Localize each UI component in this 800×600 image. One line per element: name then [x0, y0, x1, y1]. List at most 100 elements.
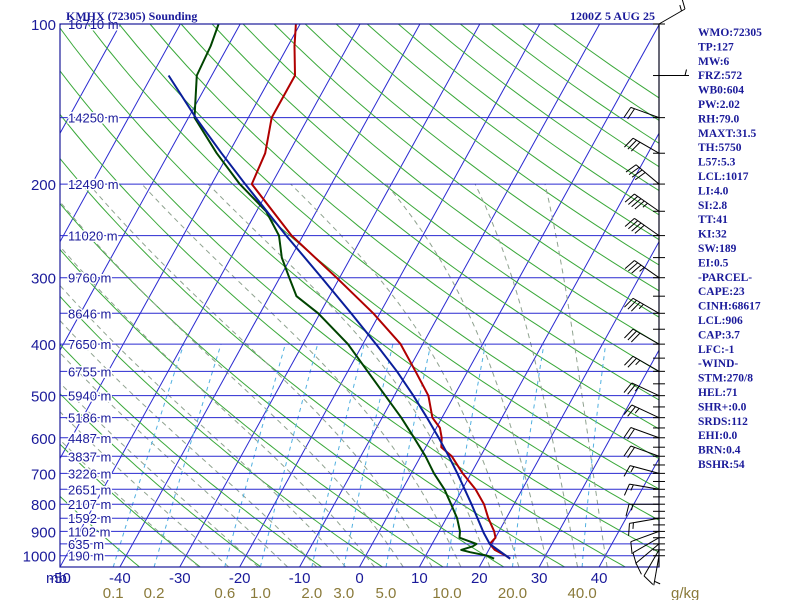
wind-barb: [623, 445, 660, 458]
height-label: 1102 m: [68, 524, 110, 539]
index-line: CINH:68617: [698, 301, 761, 313]
wind-barb-staff: [629, 517, 660, 524]
pressure-unit-label: mb: [46, 570, 67, 587]
index-line: MAXT:31.5: [698, 128, 756, 140]
index-line: SHR+:0.0: [698, 401, 747, 413]
wind-barbs: [623, 0, 689, 586]
wind-barb: [630, 530, 660, 555]
moist-adiabat: [60, 284, 347, 567]
moist-adiabat: [544, 183, 608, 567]
dry-adiabat: [60, 295, 383, 567]
wind-barb: [624, 355, 660, 372]
dry-adiabat: [242, 24, 659, 345]
dry-adiabat: [211, 24, 659, 373]
moist-adiabat: [141, 183, 462, 567]
mixing-ratio-tick-label: 0.1: [103, 585, 124, 600]
index-line: MW:6: [698, 56, 730, 68]
wind-barb: [624, 217, 660, 237]
index-line: -PARCEL-: [698, 272, 752, 284]
wind-barb-staff: [658, 8, 686, 25]
wind-barb: [623, 106, 660, 120]
wind-barb-feather: [643, 575, 654, 585]
wind-barb-feather: [624, 328, 634, 339]
pressure-tick-label: 300: [31, 271, 56, 288]
isotherm: [119, 24, 421, 567]
wind-barb-staff: [630, 427, 660, 439]
wind-barb-feather: [632, 552, 637, 565]
isotherm: [60, 24, 181, 243]
wind-barb-feather: [628, 262, 639, 272]
wind-barb-feather: [628, 220, 639, 230]
wind-barb: [635, 543, 660, 575]
wind-barb-feather: [631, 198, 642, 208]
wind-barb-feather: [630, 541, 633, 555]
index-line: STM:270/8: [698, 373, 753, 385]
mixing-ratio-line: [385, 343, 432, 567]
temperature-tick-label: 40: [591, 570, 608, 587]
dry-adiabat: [60, 443, 201, 567]
moist-adiabat: [60, 245, 375, 567]
wind-barb-feather: [631, 169, 643, 178]
wind-barb-feather: [627, 447, 635, 458]
wind-barb-feather: [630, 301, 641, 312]
wind-barb: [624, 328, 660, 345]
wind-barb: [632, 537, 660, 565]
mixing-ratio-tick-label: 0.6: [214, 585, 235, 600]
dry-adiabat: [304, 24, 659, 292]
height-label: 5186 m: [68, 411, 111, 426]
dry-adiabat: [60, 392, 262, 567]
station-title: KMHX (72305) Sounding: [66, 9, 197, 23]
wind-barb: [624, 297, 660, 314]
wind-barb-staff: [635, 543, 660, 564]
dry-adiabat: [60, 495, 140, 567]
height-label: 1592 m: [68, 511, 111, 526]
sounding-time: 1200Z 5 AUG 25: [570, 9, 655, 23]
wind-barb-feather: [681, 0, 686, 10]
index-line: L57:5.3: [698, 157, 736, 169]
wind-barb-feather: [627, 330, 637, 341]
height-label: 3837 m: [68, 449, 111, 464]
wind-barb-staff: [632, 297, 660, 314]
index-line: LCL:1017: [698, 171, 749, 183]
mixing-ratio-tick-label: 5.0: [376, 585, 397, 600]
wind-barb-feather: [634, 200, 645, 210]
profiles: [167, 24, 511, 560]
wind-barb-staff: [634, 193, 660, 212]
wind-barb-feather: [623, 427, 632, 439]
wind-barb-feather: [627, 428, 635, 440]
wind-barb-feather: [630, 332, 641, 343]
mixing-ratio-tick-label: 10.0: [432, 585, 461, 600]
pressure-tick-label: 600: [31, 431, 56, 448]
isotherm: [60, 24, 361, 567]
height-label: 2107 m: [68, 497, 111, 512]
wind-barb-feather: [624, 218, 635, 227]
height-label: 12490 m: [68, 177, 119, 192]
wind-barb-feather: [623, 107, 632, 118]
mixing-ratio-line: [311, 343, 365, 567]
wind-barb-feather: [623, 445, 632, 457]
dry-adiabat: [335, 24, 659, 266]
dry-adiabat: [180, 24, 659, 401]
wind-barb-staff: [630, 530, 660, 543]
wind-barb-half-feather: [635, 359, 641, 366]
index-line: WB0:604: [698, 85, 744, 97]
wind-barb-feather: [624, 193, 635, 203]
dry-adiabat: [60, 343, 322, 567]
mixing-ratio-tick-label: 0.2: [144, 585, 165, 600]
wind-barb-staff: [630, 106, 660, 119]
wind-barb-half-feather: [679, 4, 682, 12]
pressure-tick-label: 900: [31, 524, 56, 541]
wind-barb-feather: [634, 224, 645, 234]
temperature-tick-label: 20: [471, 570, 488, 587]
temperature-tick-label: 30: [531, 570, 548, 587]
wind-barb-feather: [628, 195, 639, 205]
moist-adiabat: [290, 183, 520, 567]
index-line: RH:79.0: [698, 113, 739, 125]
height-label: 2651 m: [68, 482, 111, 497]
indices-panel: WMO:72305 TP:127 MW:6 FRZ:572 WB0:604 PW:2.02…: [698, 27, 762, 471]
wind-barb-feather: [627, 384, 636, 395]
mixing-ratio-line: [446, 344, 486, 567]
height-label: 4487 m: [68, 431, 111, 446]
wind-barb-staff: [632, 537, 660, 554]
